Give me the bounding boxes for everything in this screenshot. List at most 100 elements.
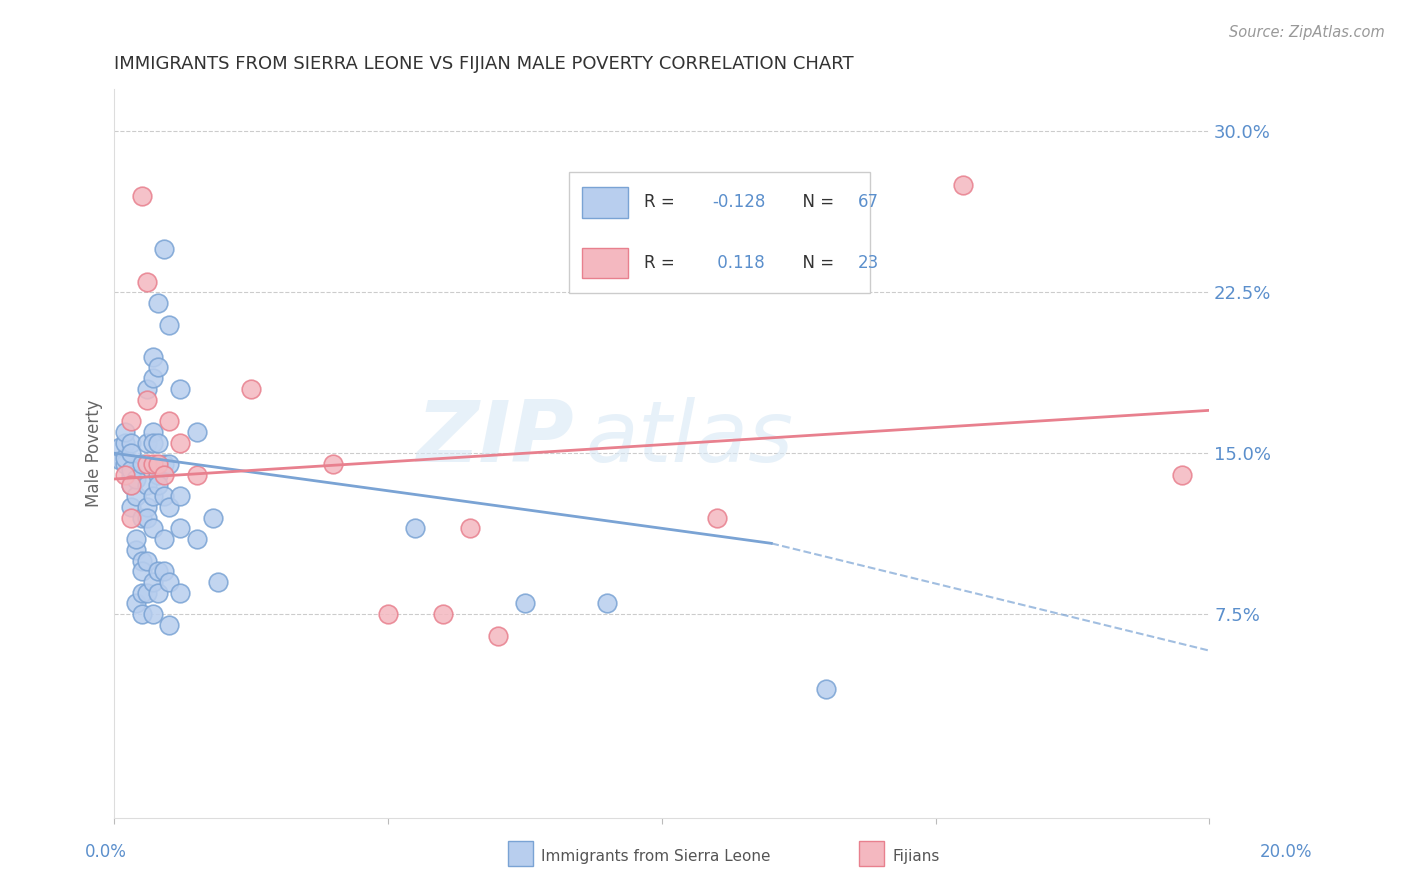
- Point: [136, 382, 159, 396]
- Point: [142, 350, 165, 364]
- Point: [596, 596, 619, 610]
- Text: -0.128: -0.128: [713, 194, 766, 211]
- Point: [142, 521, 165, 535]
- Bar: [582, 248, 628, 278]
- Text: 67: 67: [858, 194, 879, 211]
- Point: [114, 450, 136, 465]
- Point: [136, 392, 159, 407]
- Point: [157, 318, 180, 332]
- Point: [152, 489, 174, 503]
- Point: [136, 585, 159, 599]
- Point: [136, 457, 159, 471]
- Point: [108, 440, 131, 454]
- Text: R =: R =: [644, 254, 681, 272]
- Point: [157, 414, 180, 428]
- Point: [169, 435, 191, 450]
- Point: [157, 500, 180, 514]
- Point: [186, 532, 208, 546]
- Point: [131, 457, 153, 471]
- Point: [142, 574, 165, 589]
- Point: [240, 382, 263, 396]
- Point: [125, 472, 148, 486]
- Point: [131, 585, 153, 599]
- Point: [136, 510, 159, 524]
- Point: [120, 446, 142, 460]
- Y-axis label: Male Poverty: Male Poverty: [86, 400, 103, 507]
- Point: [142, 607, 165, 621]
- Point: [125, 542, 148, 557]
- Point: [108, 452, 131, 467]
- Point: [125, 532, 148, 546]
- Point: [148, 478, 170, 492]
- Point: [157, 457, 180, 471]
- Point: [486, 629, 509, 643]
- Point: [186, 467, 208, 482]
- Text: 23: 23: [858, 254, 879, 272]
- Point: [142, 425, 165, 439]
- Point: [706, 510, 728, 524]
- Point: [186, 425, 208, 439]
- Point: [148, 457, 170, 471]
- Point: [142, 371, 165, 385]
- Text: Immigrants from Sierra Leone: Immigrants from Sierra Leone: [541, 849, 770, 863]
- Point: [405, 521, 427, 535]
- Point: [432, 607, 454, 621]
- Point: [120, 478, 142, 492]
- Point: [131, 510, 153, 524]
- Text: N =: N =: [792, 254, 839, 272]
- Point: [120, 500, 142, 514]
- Point: [148, 564, 170, 578]
- Point: [157, 574, 180, 589]
- Text: 0.0%: 0.0%: [84, 843, 127, 861]
- Point: [152, 457, 174, 471]
- Point: [152, 564, 174, 578]
- Point: [513, 596, 536, 610]
- Point: [142, 489, 165, 503]
- Point: [142, 435, 165, 450]
- Point: [114, 467, 136, 482]
- Bar: [582, 187, 628, 218]
- Text: 20.0%: 20.0%: [1260, 843, 1313, 861]
- Point: [458, 521, 481, 535]
- Point: [142, 457, 165, 471]
- Point: [169, 489, 191, 503]
- Text: ZIP: ZIP: [416, 397, 574, 480]
- Point: [1171, 467, 1194, 482]
- Point: [152, 467, 174, 482]
- Point: [952, 178, 974, 193]
- Point: [120, 467, 142, 482]
- FancyBboxPatch shape: [569, 172, 870, 293]
- Point: [377, 607, 399, 621]
- Point: [136, 500, 159, 514]
- Point: [136, 435, 159, 450]
- Point: [152, 532, 174, 546]
- Text: 0.118: 0.118: [713, 254, 765, 272]
- Point: [131, 189, 153, 203]
- Point: [148, 585, 170, 599]
- Point: [148, 296, 170, 310]
- Text: Fijians: Fijians: [893, 849, 941, 863]
- Point: [169, 382, 191, 396]
- Point: [152, 243, 174, 257]
- Point: [148, 467, 170, 482]
- Text: N =: N =: [792, 194, 839, 211]
- Point: [815, 682, 838, 697]
- Text: Source: ZipAtlas.com: Source: ZipAtlas.com: [1229, 25, 1385, 40]
- Point: [136, 275, 159, 289]
- Point: [201, 510, 224, 524]
- Point: [148, 360, 170, 375]
- Point: [120, 414, 142, 428]
- Point: [157, 618, 180, 632]
- Text: atlas: atlas: [585, 397, 793, 480]
- Point: [136, 478, 159, 492]
- Point: [120, 463, 142, 477]
- Point: [131, 553, 153, 567]
- Point: [131, 564, 153, 578]
- Text: R =: R =: [644, 194, 681, 211]
- Point: [120, 435, 142, 450]
- Point: [207, 574, 229, 589]
- Point: [125, 596, 148, 610]
- Point: [114, 457, 136, 471]
- Point: [322, 457, 344, 471]
- Text: IMMIGRANTS FROM SIERRA LEONE VS FIJIAN MALE POVERTY CORRELATION CHART: IMMIGRANTS FROM SIERRA LEONE VS FIJIAN M…: [114, 55, 853, 73]
